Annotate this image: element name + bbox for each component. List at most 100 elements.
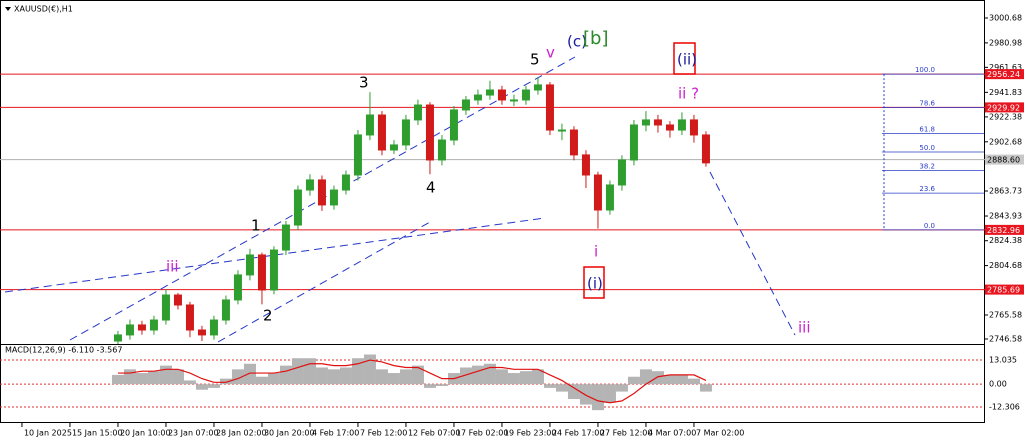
macd-bar (219, 378, 232, 385)
fib-label: 78.6 (919, 99, 935, 107)
candle-body (485, 89, 494, 96)
macd-bar (279, 365, 292, 385)
menu-arrow[interactable] (5, 7, 11, 11)
candle-body (293, 189, 302, 226)
plot-frame (0, 0, 985, 423)
y-tick-label: 2961.63 (989, 63, 1022, 72)
fib-label: 100.0 (915, 66, 935, 74)
candle-body (413, 104, 422, 121)
price-level-tag (985, 284, 1024, 295)
x-tick-label: 10 Jan 2025 (24, 429, 72, 438)
candle-body (425, 104, 434, 161)
price-level-tag (985, 224, 1024, 235)
macd-bar (327, 369, 340, 385)
candle-body (509, 99, 518, 102)
candle-body (473, 94, 482, 101)
price-level-label: 2888.60 (987, 156, 1020, 165)
y-tick-label: 2941.83 (989, 88, 1022, 97)
label-box (673, 42, 696, 75)
candle-body (305, 179, 314, 191)
candle-body (197, 329, 206, 336)
macd-bar (459, 367, 472, 385)
macd-bar (483, 363, 496, 385)
x-tick-label: 24 Feb 17:00 (552, 429, 604, 438)
indicator-title: MACD(12,26,9) -6.110 -3.567 (5, 346, 122, 355)
fib-label: 50.0 (919, 144, 935, 152)
macd-bar (267, 373, 280, 385)
macd-bar (699, 384, 712, 392)
macd-bar (399, 369, 412, 385)
candle-body (209, 319, 218, 336)
price-level-label: 2785.69 (987, 286, 1020, 295)
wave-label: 5 (530, 51, 540, 69)
candle-body (569, 129, 578, 156)
candle-body (365, 114, 374, 136)
y-tick-label: 2824.38 (989, 236, 1022, 245)
wave-label: 3 (359, 74, 369, 92)
macd-bar (375, 369, 388, 385)
price-level-tag (985, 102, 1024, 113)
wave-label: ii ? (678, 85, 699, 103)
axes: 3000.68 2980.98 2961.63 2941.83 2922.38 2902.… (21, 14, 1024, 438)
candle-body (113, 334, 122, 342)
candle-body (521, 89, 530, 101)
macd-bar (303, 358, 316, 385)
candle-body (245, 254, 254, 276)
y-tick-label: 2922.38 (989, 112, 1022, 121)
candle-body (353, 134, 362, 176)
macd-bar (579, 384, 592, 405)
candle-body (125, 324, 134, 336)
macd-bar (591, 384, 604, 411)
candle-body (545, 84, 554, 131)
candle-body (401, 119, 410, 146)
candle-body (605, 184, 614, 211)
macd-bar (555, 384, 568, 392)
macd-bar (651, 371, 664, 385)
x-tick-label: 17 Feb 02:00 (456, 429, 508, 438)
macd-bar (207, 384, 220, 388)
candle-body (257, 254, 266, 291)
candle-body (389, 144, 398, 151)
wave-label: (i) (587, 275, 603, 293)
price-panel (4, 56, 796, 344)
candle-body (701, 134, 710, 164)
x-tick-label: 27 Feb 12:00 (600, 429, 652, 438)
y-tick-label: 3000.68 (989, 14, 1022, 23)
macd-bar (291, 358, 304, 385)
candle-body (665, 124, 674, 131)
macd-bar (567, 384, 580, 400)
x-tick-label: 30 Jan 20:00 (264, 429, 315, 438)
fib-label: 61.8 (919, 126, 935, 134)
x-tick-label: 7 Mar 02:00 (696, 429, 744, 438)
candle-body (653, 119, 662, 126)
wave-label: v (546, 44, 555, 62)
macd-bar (171, 369, 184, 385)
macd-bar (315, 367, 328, 385)
x-tick-label: 28 Jan 02:00 (216, 429, 267, 438)
macd-bar (435, 384, 448, 387)
macd-bar (603, 384, 616, 403)
candle-body (329, 189, 338, 206)
candle-body (641, 119, 650, 126)
candle-body (677, 119, 686, 131)
macd-bar (627, 376, 640, 385)
y-tick-label: 2863.73 (989, 187, 1022, 196)
macd-bar (183, 380, 196, 385)
candle-body (173, 294, 182, 306)
macd-bar (111, 374, 124, 385)
candle-body (533, 84, 542, 91)
macd-bar (255, 376, 268, 385)
macd-bar (387, 373, 400, 385)
candle-body (437, 139, 446, 161)
wave-label: (c) (567, 33, 587, 51)
candle-body (581, 154, 590, 176)
price-level-label: 2832.96 (987, 226, 1020, 235)
macd-bar (531, 369, 544, 385)
candle-body (137, 324, 146, 331)
macd-bar (639, 369, 652, 385)
macd-bar (231, 369, 244, 385)
trend-line (217, 221, 431, 343)
macd-bar (147, 371, 160, 385)
macd-bar (615, 384, 628, 392)
